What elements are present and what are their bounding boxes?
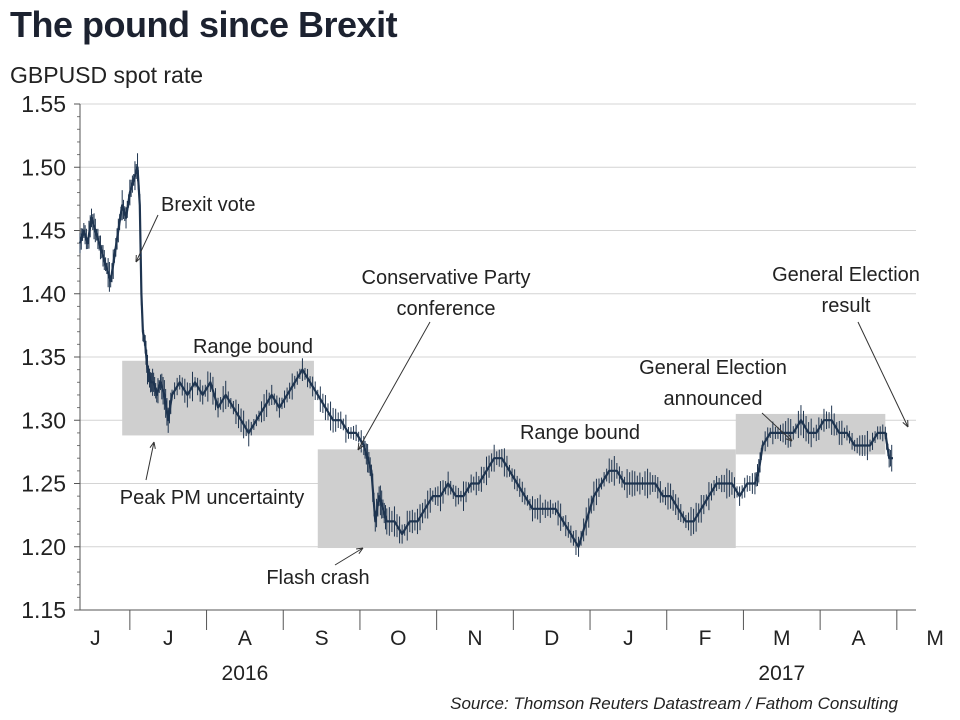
x-tick-label: O <box>390 627 406 650</box>
axes: 1.55 1.50 1.45 1.40 1.35 1.30 1.25 1.20 1.15 J J A S… <box>21 91 944 685</box>
annotation-label: Conservative Party conference <box>362 267 531 320</box>
x-tick-label: M <box>926 627 944 650</box>
x-tick-label: S <box>315 627 329 650</box>
y-tick-label: 1.30 <box>21 407 66 433</box>
x-tick-label: F <box>699 627 712 650</box>
x-tick-label: J <box>623 627 634 650</box>
annotation-label: General Election announced <box>639 357 787 410</box>
y-tick-label: 1.15 <box>21 597 66 623</box>
annotations: Brexit vote Range bound Peak PM uncertaint… <box>120 194 920 589</box>
x-tick-label: M <box>773 627 791 650</box>
annotation-arrowhead <box>902 419 909 428</box>
x-tick-label: A <box>238 627 252 650</box>
y-tick-label: 1.40 <box>21 281 66 307</box>
y-tick-label: 1.35 <box>21 344 66 370</box>
range-boxes <box>122 360 886 549</box>
y-tick-label: 1.25 <box>21 471 66 497</box>
chart-title: The pound since Brexit <box>10 4 398 45</box>
range-box <box>735 413 886 455</box>
annotation-arrowhead <box>135 254 142 263</box>
annotation-leader <box>334 547 364 566</box>
y-tick-label: 1.45 <box>21 218 66 244</box>
annotation-arrowhead <box>149 441 156 449</box>
annotation-label: Peak PM uncertainty <box>120 487 305 509</box>
y-tick-label: 1.20 <box>21 534 66 560</box>
source-note: Source: Thomson Reuters Datastream / Fat… <box>450 694 898 713</box>
annotation-label: General Election result <box>772 264 920 317</box>
x-year-label: 2017 <box>758 662 805 685</box>
x-tick-label: J <box>90 627 101 650</box>
chart-subtitle: GBPUSD spot rate <box>10 62 204 88</box>
x-year-label: 2016 <box>222 662 269 685</box>
annotation-leader <box>145 441 155 481</box>
annotation-label: Range bound <box>193 336 313 358</box>
annotation-leader <box>857 321 909 428</box>
x-tick-label: D <box>544 627 559 650</box>
annotation-label: Brexit vote <box>161 194 255 216</box>
annotation-arrowhead <box>357 442 364 451</box>
annotation-leader <box>761 412 793 442</box>
annotation-leader <box>357 321 431 451</box>
annotation-arrowhead <box>785 434 793 442</box>
annotation-leader <box>135 214 159 263</box>
x-tick-label: J <box>163 627 174 650</box>
annotation-label: Range bound <box>520 422 640 444</box>
annotation-arrowhead <box>356 547 364 554</box>
annotation-label: Flash crash <box>266 567 369 589</box>
y-tick-label: 1.50 <box>21 154 66 180</box>
series-layer <box>78 153 893 557</box>
x-tick-label: A <box>851 627 865 650</box>
y-tick-label: 1.55 <box>21 91 66 117</box>
x-tick-label: N <box>467 627 482 650</box>
